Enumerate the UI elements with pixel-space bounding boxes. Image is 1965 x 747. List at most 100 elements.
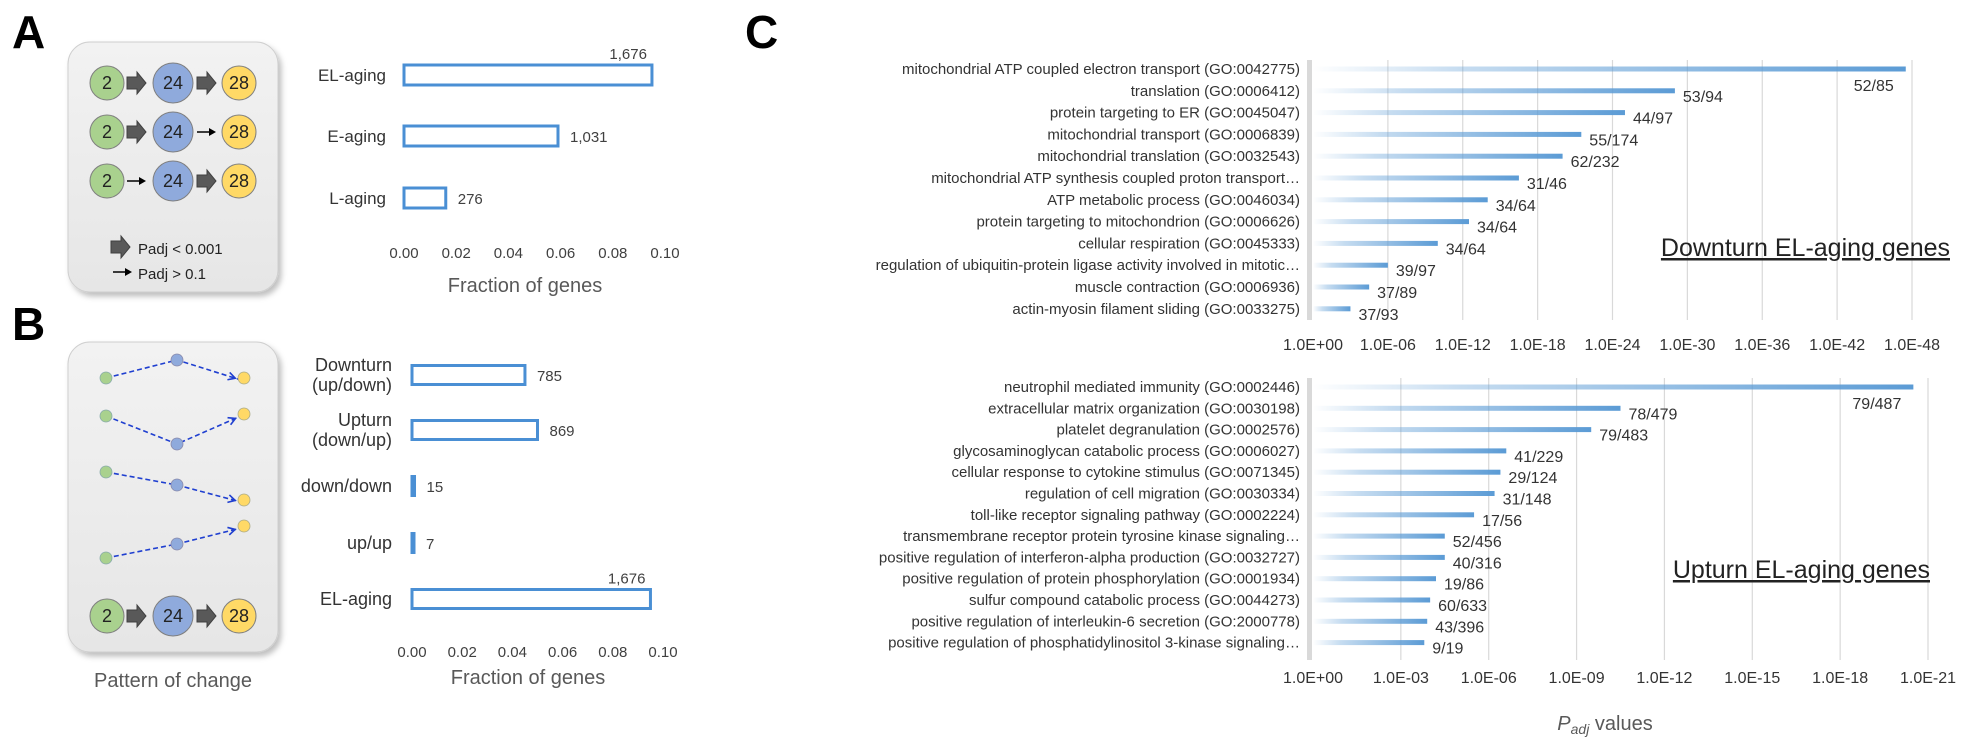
go-count-label: 44/97 [1633,111,1673,128]
circle-day-2-0-label: 2 [102,73,112,93]
bar [410,532,416,554]
x-tick-label: 0.06 [548,644,577,661]
go-count-label: 31/148 [1503,492,1552,509]
go-term-label: protein targeting to mitochondrion (GO:0… [976,214,1300,231]
x-tick-label: 1.0E-30 [1659,337,1715,354]
go-count-label: 55/174 [1589,132,1638,149]
x-tick-label: 0.08 [598,245,627,262]
go-term-label: cellular respiration (GO:0045333) [1078,235,1300,252]
circle-day-2-1-label: 2 [102,122,112,142]
circle-day-2-2-label: 2 [102,171,112,191]
circle-day-24-1-label: 24 [163,122,183,142]
go-term-label: mitochondrial transport (GO:0006839) [1047,126,1300,143]
go-bar [1313,240,1438,246]
circle-day-2-2-shape [89,163,125,199]
go-term-label: sulfur compound catabolic process (GO:00… [969,592,1300,609]
go-bar [1313,554,1445,560]
x-tick-label: 1.0E-06 [1461,670,1517,687]
category-label: E-aging [327,127,386,146]
category-label: Downturn [315,355,392,375]
c-bottom-heading: Upturn EL-aging genes [1673,556,1930,584]
x-tick-label: 0.04 [498,644,527,661]
category-label: down/down [301,476,392,496]
go-count-label: 79/487 [1852,396,1901,413]
circle-day-28-1-shape [221,114,257,150]
x-tick-label: 1.0E-24 [1584,337,1640,354]
go-bar [1313,469,1501,475]
circle-day-28-2-shape [221,163,257,199]
go-term-label: platelet degranulation (GO:0002576) [1056,422,1300,439]
circle-day-24-2: 24 [152,160,194,202]
go-term-label: translation (GO:0006412) [1131,83,1300,100]
circle-day-24-2-label: 24 [163,171,183,191]
go-term-label: glycosaminoglycan catabolic process (GO:… [953,443,1300,460]
thick-arrow-icon [126,119,147,145]
go-count-label: 31/46 [1527,176,1567,193]
go-term-label: regulation of ubiquitin-protein ligase a… [876,257,1300,274]
thick-arrow-icon [126,603,147,629]
go-bar [1313,262,1388,268]
chart-c-bottom: 1.0E+00 1.0E-03 1.0E-06 1.0E-09 1.0E-12 1.0E-… [879,378,1956,687]
go-bar [1313,197,1488,203]
go-bar [1313,576,1436,582]
circle-day-2-2: 2 [89,163,125,199]
legend-thin-arrow-icon [113,268,132,276]
panel-label-a: A [12,6,45,58]
circle-day-28-1-label: 28 [229,122,249,142]
go-term-label: ATP metabolic process (GO:0046034) [1047,192,1300,209]
data-label: 7 [426,536,434,553]
pattern-diagram-2 [99,407,251,451]
bar [410,588,652,610]
circle-day-28-2-label: 28 [229,171,249,191]
go-term-label: mitochondrial ATP coupled electron trans… [902,61,1300,78]
go-count-label: 79/483 [1599,428,1648,445]
go-term-label: cellular response to cytokine stimulus (… [951,464,1300,481]
go-bar [1313,66,1906,72]
category-label: Upturn [338,410,392,430]
circle-day-28-b-shape [221,598,257,634]
circle-day-28-1: 28 [221,114,257,150]
go-count-label: 9/19 [1432,641,1463,658]
go-bar [1313,219,1469,225]
go-bar [1313,88,1675,94]
pattern-diagram-1 [99,353,251,385]
circle-day-2-0-shape [89,65,125,101]
panel-label-c: C [745,6,778,58]
circle-day-24-1: 24 [152,111,194,153]
x-tick-label: 0.10 [648,644,677,661]
bar [402,186,448,210]
go-bar [1313,110,1625,116]
x-tick-label: 1.0E+00 [1283,670,1343,687]
chart-b: Downturn(up/down) 785 Upturn(down/up) 869 do… [301,355,678,661]
go-count-label: 40/316 [1453,555,1502,572]
go-term-label: mitochondrial ATP synthesis coupled prot… [931,170,1300,187]
go-count-label: 17/56 [1482,513,1522,530]
circle-day-28-0: 28 [221,65,257,101]
x-tick-label: 1.0E-18 [1812,670,1868,687]
circle-day-2-0: 2 [89,65,125,101]
circle-day-2-1-shape [89,114,125,150]
bar [402,124,560,148]
go-term-label: muscle contraction (GO:0006936) [1075,279,1300,296]
go-count-label: 37/93 [1358,307,1398,324]
schematic-box-b [67,341,279,653]
go-bar [1313,153,1563,159]
circle-day-28-b: 28 [221,598,257,634]
circle-day-2-b: 2 [89,598,125,634]
data-label: 1,031 [570,129,608,146]
go-bar [1313,384,1914,390]
go-count-label: 34/64 [1496,198,1536,215]
pattern-diagram-4 [99,519,251,565]
data-label: 1,676 [608,571,646,588]
go-bar [1313,533,1445,539]
bar [410,475,417,497]
go-count-label: 34/64 [1446,241,1486,258]
circle-day-2-b-label: 2 [102,606,112,626]
go-bar [1313,640,1425,646]
x-tick-label: 1.0E+00 [1283,337,1343,354]
x-tick-label: 1.0E-21 [1900,670,1956,687]
c-top-heading: Downturn EL-aging genes [1661,234,1950,262]
go-bar [1313,491,1495,496]
x-tick-label: 0.08 [598,644,627,661]
go-count-label: 34/64 [1477,220,1517,237]
